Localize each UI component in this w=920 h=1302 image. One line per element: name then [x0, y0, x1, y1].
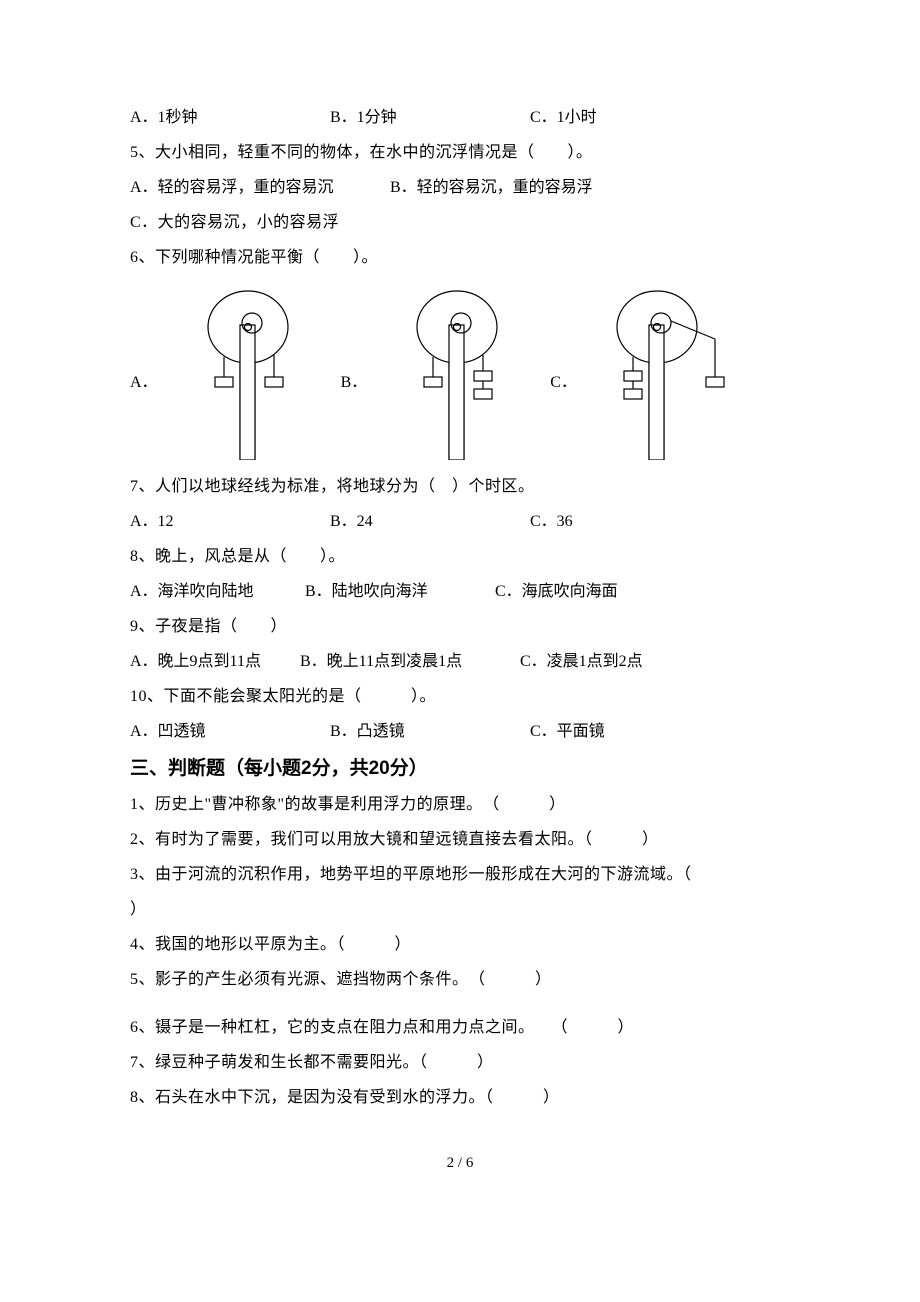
q4-opt-b: B．1分钟	[330, 110, 530, 126]
q6-label-c: C．	[550, 355, 577, 391]
q9-opt-a: A．晚上9点到11点	[130, 654, 300, 670]
q5-opt-a: A．轻的容易浮，重的容易沉	[130, 180, 390, 196]
q6-label-b: B．	[341, 355, 368, 391]
judge-6: 6、镊子是一种杠杠，它的支点在阻力点和用力点之间。 （ ）	[130, 1020, 790, 1036]
q7-opt-c: C．36	[530, 514, 730, 530]
q4-opt-c: C．1小时	[530, 110, 730, 126]
q6-label-a: A．	[130, 355, 158, 391]
balance-diagram-a	[166, 285, 311, 460]
q10-opt-b: B．凸透镜	[330, 724, 530, 740]
q7-opt-b: B．24	[330, 514, 530, 530]
q10-stem: 10、下面不能会聚太阳光的是（ ）。	[130, 689, 790, 705]
q9-opt-b: B．晚上11点到凌晨1点	[300, 654, 520, 670]
page-number: 2 / 6	[130, 1156, 790, 1171]
q4-options: A．1秒钟 B．1分钟 C．1小时	[130, 110, 790, 126]
q6-diag-b-block: B．	[341, 285, 521, 460]
q6-diag-a-block: A．	[130, 285, 311, 460]
page-content: A．1秒钟 B．1分钟 C．1小时 5、大小相同，轻重不同的物体，在水中的沉浮情…	[0, 0, 920, 1211]
judge-7: 7、绿豆种子萌发和生长都不需要阳光。（ ）	[130, 1055, 790, 1071]
judge-5: 5、影子的产生必须有光源、遮挡物两个条件。 （ ）	[130, 972, 790, 988]
judge-4: 4、我国的地形以平原为主。（ ）	[130, 937, 790, 953]
q4-opt-a: A．1秒钟	[130, 110, 330, 126]
balance-diagram-c	[585, 285, 745, 460]
q7-opt-a: A．12	[130, 514, 330, 530]
q9-options: A．晚上9点到11点 B．晚上11点到凌晨1点 C．凌晨1点到2点	[130, 654, 790, 670]
q5-opt-c: C．大的容易沉，小的容易浮	[130, 215, 790, 231]
q10-options: A．凹透镜 B．凸透镜 C．平面镜	[130, 724, 790, 740]
q10-opt-c: C．平面镜	[530, 724, 730, 740]
q8-options: A．海洋吹向陆地 B．陆地吹向海洋 C．海底吹向海面	[130, 584, 790, 600]
q9-opt-c: C．凌晨1点到2点	[520, 654, 720, 670]
q8-opt-c: C．海底吹向海面	[495, 584, 695, 600]
q8-stem: 8、晚上，风总是从（ ）。	[130, 549, 790, 565]
q5-stem: 5、大小相同，轻重不同的物体，在水中的沉浮情况是（ ）。	[130, 145, 790, 161]
judge-2: 2、有时为了需要，我们可以用放大镜和望远镜直接去看太阳。（ ）	[130, 832, 790, 848]
q5-opt-b: B．轻的容易沉，重的容易浮	[390, 180, 593, 196]
q9-stem: 9、子夜是指（ ）	[130, 619, 790, 635]
judge-8: 8、石头在水中下沉，是因为没有受到水的浮力。（ ）	[130, 1090, 790, 1106]
section3-heading: 三、判断题（每小题2分，共20分）	[130, 759, 790, 778]
q8-opt-b: B．陆地吹向海洋	[305, 584, 495, 600]
q10-opt-a: A．凹透镜	[130, 724, 330, 740]
judge-1: 1、历史上"曹冲称象"的故事是利用浮力的原理。 （ ）	[130, 797, 790, 813]
judge-3b: ）	[130, 902, 790, 918]
q5-options-row1: A．轻的容易浮，重的容易沉 B．轻的容易沉，重的容易浮	[130, 180, 790, 196]
q7-options: A．12 B．24 C．36	[130, 514, 790, 530]
q8-opt-a: A．海洋吹向陆地	[130, 584, 305, 600]
judge-3a: 3、由于河流的沉积作用，地势平坦的平原地形一般形成在大河的下游流域。（	[130, 867, 790, 883]
q6-diag-c-block: C．	[550, 285, 745, 460]
q6-stem: 6、下列哪种情况能平衡（ ）。	[130, 250, 790, 266]
q7-stem: 7、人们以地球经线为标准，将地球分为（ ）个时区。	[130, 479, 790, 495]
q6-diagrams: A．	[130, 285, 790, 460]
balance-diagram-b	[375, 285, 520, 460]
